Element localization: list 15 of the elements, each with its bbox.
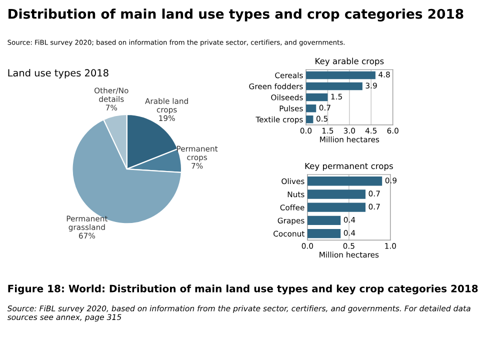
bar xyxy=(307,190,366,199)
chart-title: Distribution of main land use types and crop categories 2018 xyxy=(8,8,464,22)
bar xyxy=(306,93,328,102)
chart-title: Key arable crops xyxy=(316,58,384,66)
caption: Figure 18: World: Distribution of main land use types and key crop categories 2018 xyxy=(8,284,478,294)
chart-title: Key permanent crops xyxy=(305,162,393,171)
bar xyxy=(306,82,362,90)
bar xyxy=(306,71,376,80)
bar xyxy=(307,202,366,212)
bar xyxy=(307,228,341,238)
bar xyxy=(306,116,314,124)
bar xyxy=(306,104,316,112)
bar xyxy=(307,216,341,226)
text: Land use types 2018 xyxy=(8,69,108,78)
bar xyxy=(307,176,382,186)
